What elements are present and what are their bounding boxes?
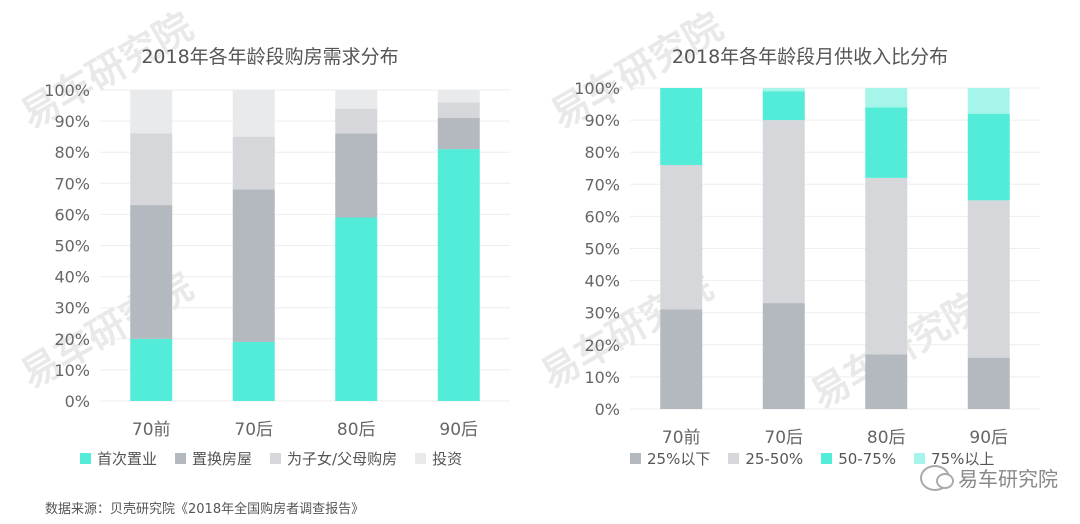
bar-segment (762, 91, 805, 121)
bar-segment (762, 120, 805, 304)
chart-title: 2018年各年龄段购房需求分布 (141, 46, 399, 68)
bar-segment (967, 113, 1010, 201)
bar-segment (437, 117, 480, 150)
legend-label: 50-75% (838, 449, 897, 468)
legend-item: 为子女/父母购房 (270, 448, 397, 469)
chart-legend: 25%以下 25-50% 50-75% 75%以上 (630, 448, 1012, 469)
bar-segment (130, 90, 173, 134)
legend-swatch (821, 453, 833, 464)
x-tick-label: 90后 (969, 428, 1008, 448)
source-note: 数据来源：贝壳研究院《2018年全国购房者调查报告》 (45, 502, 365, 517)
bar-segment (335, 90, 378, 109)
x-tick-label: 70后 (764, 428, 803, 448)
x-tick-label: 70前 (662, 428, 701, 448)
y-tick-label: 100% (574, 79, 620, 98)
legend-swatch (415, 453, 427, 464)
x-tick-label: 70前 (132, 420, 171, 440)
chart-plot: 0% 10% 20% 30% 40% 50% 60% 70% 80% 90% 100% 70前 70后 8… (44, 81, 510, 440)
chart-panel-left: 2018年各年龄段购房需求分布 0% 10% 20% 30% 40% 50% 60% 70% 8… (0, 0, 540, 500)
y-tick-label: 50% (584, 240, 620, 259)
bar-segment (762, 88, 805, 92)
x-tick-label: 80后 (337, 420, 376, 440)
bar-segment (232, 90, 275, 137)
brand-name: 易车研究院 (958, 467, 1058, 491)
bar-segment (130, 205, 173, 339)
bar-segment (232, 136, 275, 190)
bar-segment (865, 88, 908, 108)
bar-segment (335, 217, 378, 401)
legend-label: 首次置业 (97, 450, 158, 468)
bar-segment (762, 303, 805, 409)
y-tick-label: 80% (584, 143, 620, 162)
y-tick-label: 0% (65, 392, 90, 411)
bar-segment (335, 133, 378, 218)
legend-swatch (630, 453, 641, 464)
bar-segment (335, 108, 378, 134)
legend-swatch (80, 453, 91, 464)
y-tick-label: 70% (54, 174, 90, 193)
legend-swatch (728, 453, 740, 464)
brand-logo: 易车研究院 (920, 463, 1058, 492)
y-tick-label: 30% (54, 299, 90, 318)
chart-legend: 首次置业 置换房屋 为子女/父母购房 投资 (80, 448, 480, 469)
legend-label: 置换房屋 (192, 450, 253, 468)
y-tick-label: 60% (54, 205, 90, 224)
y-tick-label: 30% (584, 304, 620, 323)
y-tick-label: 40% (54, 268, 90, 287)
legend-label: 75%以上 (931, 450, 995, 468)
bar-segment (437, 90, 480, 103)
bar-segment (967, 357, 1010, 409)
legend-label: 25-50% (745, 449, 804, 468)
bar-segment (865, 177, 908, 355)
chart-panel-right: 2018年各年龄段月供收入比分布 0% 10% 20% 30% 40% 50% 60% 70%… (540, 0, 1080, 500)
legend-item: 投资 (415, 448, 462, 469)
bar-segment (660, 309, 703, 409)
legend-item: 25-50% (728, 450, 803, 468)
bar-segment (967, 200, 1010, 358)
y-tick-label: 90% (584, 111, 620, 130)
bar-segment (660, 165, 703, 310)
y-tick-label: 10% (54, 361, 90, 380)
legend-swatch (270, 453, 282, 464)
legend-label: 投资 (432, 450, 463, 468)
y-tick-label: 100% (44, 81, 90, 100)
bar-segment (660, 88, 703, 166)
legend-swatch (175, 453, 187, 464)
bar-segment (232, 341, 275, 401)
bar-segment (967, 88, 1010, 114)
y-tick-label: 50% (54, 237, 90, 256)
x-tick-label: 70后 (234, 420, 273, 440)
y-tick-label: 0% (595, 400, 620, 419)
bar-segment (865, 354, 908, 409)
bar-segment (232, 189, 275, 342)
y-tick-label: 20% (584, 336, 620, 355)
legend-item: 50-75% (821, 450, 896, 468)
chart-plot: 0% 10% 20% 30% 40% 50% 60% 70% 80% 90% 100% 70前 70后 8… (574, 79, 1040, 448)
y-tick-label: 10% (584, 368, 620, 387)
bar-segment (130, 338, 173, 401)
bar-segment (437, 149, 480, 401)
x-tick-label: 80后 (867, 428, 906, 448)
bar-segment (865, 107, 908, 178)
legend-item: 首次置业 (80, 448, 157, 469)
legend-item: 25%以下 (630, 448, 710, 469)
bar-segment (437, 102, 480, 118)
legend-label: 为子女/父母购房 (287, 450, 398, 468)
legend-item: 75%以上 (914, 448, 994, 469)
x-tick-label: 90后 (439, 420, 478, 440)
chart-title: 2018年各年龄段月供收入比分布 (671, 46, 949, 68)
chat-bubble-icon (920, 464, 954, 491)
y-tick-label: 70% (584, 175, 620, 194)
bar-segment (130, 133, 173, 206)
legend-label: 25%以下 (647, 450, 711, 468)
y-tick-label: 90% (54, 112, 90, 131)
y-tick-label: 40% (584, 272, 620, 291)
y-tick-label: 60% (584, 207, 620, 226)
y-tick-label: 20% (54, 330, 90, 349)
y-tick-label: 80% (54, 143, 90, 162)
legend-item: 置换房屋 (175, 448, 252, 469)
legend-swatch (914, 453, 926, 464)
